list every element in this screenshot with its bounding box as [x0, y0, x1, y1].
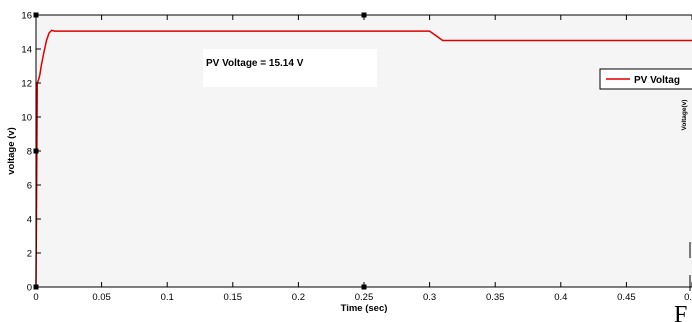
y-tick-label: 8: [27, 147, 32, 158]
y-tick-label: 12: [21, 79, 32, 90]
annotation-text: PV Voltage = 15.14 V: [206, 58, 304, 69]
legend: PV Voltag: [600, 69, 692, 89]
y-tick-label: 16: [21, 11, 32, 22]
y-tick-label: 4: [27, 215, 32, 226]
y-tick-label: 0: [27, 283, 32, 294]
side-axis-label: Voltage(v): [681, 100, 688, 131]
x-tick-label: 0.35: [486, 292, 505, 303]
x-tick-label: 0.25: [355, 292, 374, 303]
x-tick-label: 0.3: [423, 292, 436, 303]
y-tick-label: 10: [21, 113, 32, 124]
corner-caption-fragment: F: [674, 302, 687, 322]
y-tick-label: 2: [27, 249, 32, 260]
x-tick-label: 0.2: [292, 292, 305, 303]
y-axis-title: voltage (v): [6, 127, 17, 175]
x-axis-title: Time (sec): [341, 303, 388, 314]
x-tick-label: 0.05: [92, 292, 111, 303]
x-tick-label: 0.15: [224, 292, 243, 303]
x-tick-label: 0: [33, 292, 38, 303]
legend-entry-pv-voltage: PV Voltag: [634, 75, 680, 86]
x-tick-label: 0.1: [161, 292, 174, 303]
y-tick-label: 6: [27, 181, 32, 192]
x-tick-label: 0.45: [617, 292, 636, 303]
x-tick-label: 0.4: [554, 292, 567, 303]
y-tick-label: 14: [21, 45, 32, 56]
